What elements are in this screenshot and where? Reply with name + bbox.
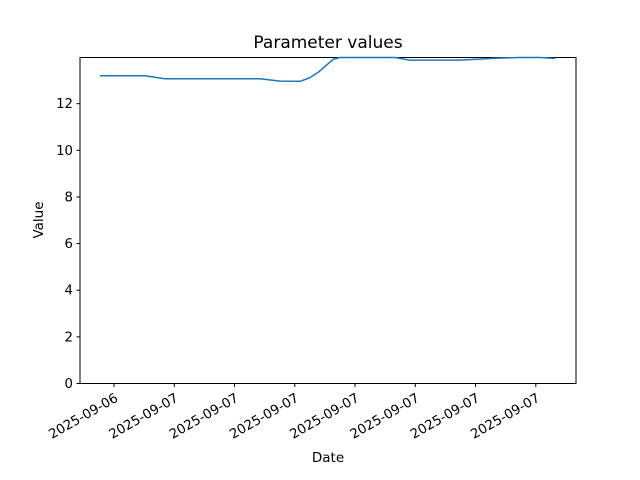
y-tick-label: 10 (56, 144, 73, 159)
chart-title: Parameter values (253, 33, 403, 53)
axes-frame (79, 57, 577, 384)
y-tick-label: 2 (65, 330, 73, 345)
x-tick-label: 2025-09-07 (468, 391, 542, 443)
y-tick-label: 0 (65, 377, 73, 392)
data-line (99, 56, 556, 83)
y-tick-label: 8 (65, 190, 73, 205)
x-axis-label: Date (311, 450, 345, 466)
y-tick-label: 12 (56, 97, 73, 112)
y-tick-label: 4 (65, 284, 73, 299)
y-tick-label: 6 (65, 237, 73, 252)
y-axis-label: Value (31, 201, 47, 239)
